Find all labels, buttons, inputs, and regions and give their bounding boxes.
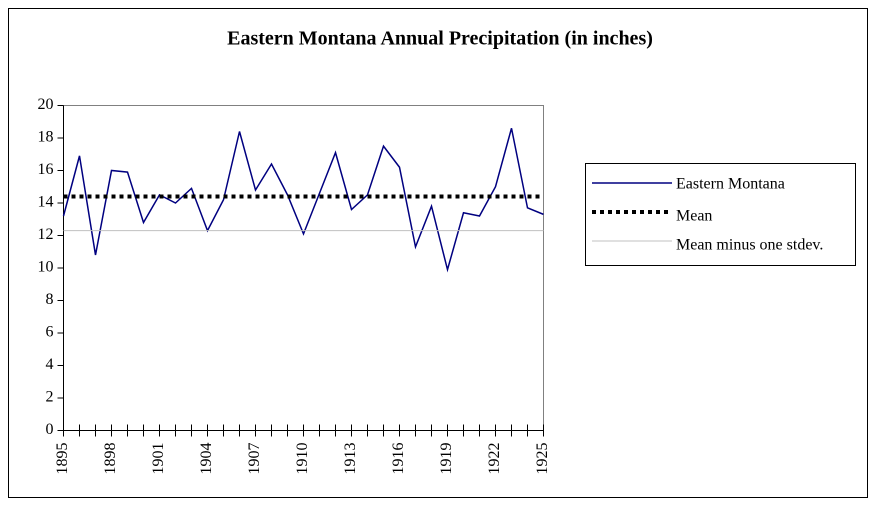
x-tick-label: 1904: [198, 443, 215, 475]
chart-title: Eastern Montana Annual Precipitation (in…: [227, 28, 653, 50]
x-tick-label: 1895: [54, 443, 71, 475]
y-tick-label: 20: [38, 96, 54, 113]
y-tick-label: 2: [46, 389, 54, 406]
y-tick-label: 12: [38, 226, 54, 243]
y-tick-label: 16: [38, 161, 54, 178]
x-tick-label: 1910: [294, 443, 311, 475]
x-tick-label: 1922: [486, 443, 503, 475]
x-tick-label: 1925: [534, 443, 551, 475]
x-tick-label: 1919: [438, 443, 455, 475]
y-tick-label: 6: [46, 324, 54, 341]
x-tick-label: 1907: [246, 443, 263, 475]
legend-label: Mean minus one stdev.: [676, 237, 823, 254]
x-tick-label: 1916: [390, 443, 407, 475]
y-tick-label: 0: [46, 421, 54, 438]
x-tick-label: 1898: [102, 443, 119, 475]
y-tick-label: 18: [38, 129, 54, 146]
x-tick-label: 1901: [150, 443, 167, 475]
y-tick-label: 14: [38, 194, 54, 211]
series-line: [62, 128, 544, 273]
legend-box: [585, 163, 856, 266]
y-tick-label: 8: [46, 291, 54, 308]
x-tick-label: 1913: [342, 443, 359, 475]
y-tick-label: 4: [46, 356, 54, 373]
legend-label: Mean: [676, 208, 712, 225]
legend-label: Eastern Montana: [676, 176, 785, 193]
y-tick-label: 10: [38, 259, 54, 276]
